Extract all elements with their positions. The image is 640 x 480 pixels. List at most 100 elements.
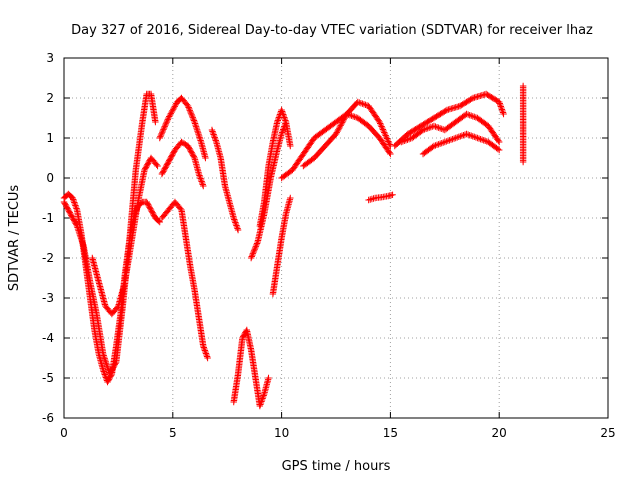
data-point — [159, 129, 166, 136]
data-point — [281, 115, 289, 123]
data-point — [141, 166, 148, 174]
data-point — [497, 101, 504, 109]
data-point — [209, 129, 217, 137]
data-point — [187, 146, 194, 154]
data-point — [230, 214, 237, 222]
data-point — [258, 398, 265, 405]
data-point — [168, 153, 175, 160]
data-point — [164, 160, 171, 167]
data-point — [191, 118, 198, 126]
data-point — [468, 112, 475, 119]
data-point — [190, 117, 198, 124]
data-point — [436, 125, 444, 132]
data-point — [468, 132, 475, 139]
data-point — [424, 125, 431, 132]
data-point — [500, 110, 507, 118]
data-point — [401, 137, 408, 145]
data-point — [72, 202, 79, 209]
data-point — [144, 160, 152, 167]
data-point — [433, 141, 441, 149]
data-point — [64, 205, 71, 212]
data-point — [278, 130, 285, 138]
data-point — [160, 126, 167, 133]
data-point — [446, 137, 453, 144]
data-point — [104, 378, 111, 386]
data-point — [432, 123, 439, 130]
data-point — [454, 134, 461, 141]
data-point — [377, 121, 385, 129]
data-point — [196, 134, 203, 141]
data-point — [187, 110, 195, 117]
data-point — [68, 212, 75, 219]
data-point — [252, 243, 260, 250]
data-point — [496, 146, 503, 154]
data-point — [248, 253, 255, 260]
data-point — [158, 130, 165, 137]
data-point — [166, 111, 174, 119]
data-point — [200, 342, 207, 350]
data-point — [192, 121, 199, 129]
data-point — [232, 220, 240, 228]
data-point — [378, 123, 385, 130]
data-point — [468, 95, 475, 102]
data-point — [199, 181, 206, 188]
data-point — [472, 114, 480, 121]
data-point — [250, 247, 258, 254]
data-point — [73, 205, 80, 212]
data-point — [202, 348, 209, 356]
data-point — [153, 161, 160, 168]
series-sat-track-f — [158, 198, 211, 362]
data-point — [70, 196, 77, 203]
data-point — [65, 206, 72, 214]
data-point — [201, 345, 208, 353]
data-point — [252, 244, 259, 252]
data-point — [386, 149, 393, 156]
data-point — [147, 206, 155, 214]
data-point — [496, 138, 503, 146]
data-point — [168, 152, 176, 159]
data-point — [202, 350, 210, 357]
data-point — [67, 210, 74, 218]
data-point — [189, 152, 197, 159]
data-point — [432, 142, 439, 149]
data-point — [188, 149, 195, 156]
data-point — [209, 128, 216, 135]
data-point — [480, 137, 487, 144]
data-point — [496, 100, 503, 107]
data-point — [231, 217, 239, 225]
data-point — [232, 219, 239, 226]
series-sat-track-c — [89, 154, 161, 318]
data-point — [70, 197, 77, 205]
data-point — [447, 136, 455, 143]
series-sat-track-a — [60, 90, 159, 378]
data-point — [398, 138, 405, 146]
data-point — [444, 137, 452, 145]
data-point — [106, 374, 113, 382]
series-sat-track-r — [519, 82, 527, 166]
data-point — [190, 115, 197, 123]
data-point — [105, 376, 113, 383]
data-point — [197, 175, 204, 182]
data-point — [191, 120, 199, 127]
data-point — [234, 225, 241, 232]
y-tick-label: -6 — [42, 411, 54, 425]
x-tick-label: 15 — [383, 426, 398, 440]
data-point — [379, 124, 386, 132]
data-point — [441, 138, 448, 146]
data-point — [149, 209, 156, 216]
data-point — [449, 135, 456, 143]
data-point — [253, 240, 261, 247]
data-point — [466, 131, 473, 139]
data-point — [196, 172, 203, 179]
data-point — [483, 138, 490, 145]
series-sat-track-n — [365, 191, 396, 204]
data-point — [421, 126, 428, 133]
data-point — [375, 117, 382, 124]
data-point — [107, 372, 115, 379]
data-point — [71, 218, 79, 226]
data-point — [188, 111, 195, 118]
data-point — [172, 101, 179, 109]
data-point — [260, 392, 267, 399]
data-point — [379, 126, 387, 133]
data-points — [60, 82, 527, 410]
